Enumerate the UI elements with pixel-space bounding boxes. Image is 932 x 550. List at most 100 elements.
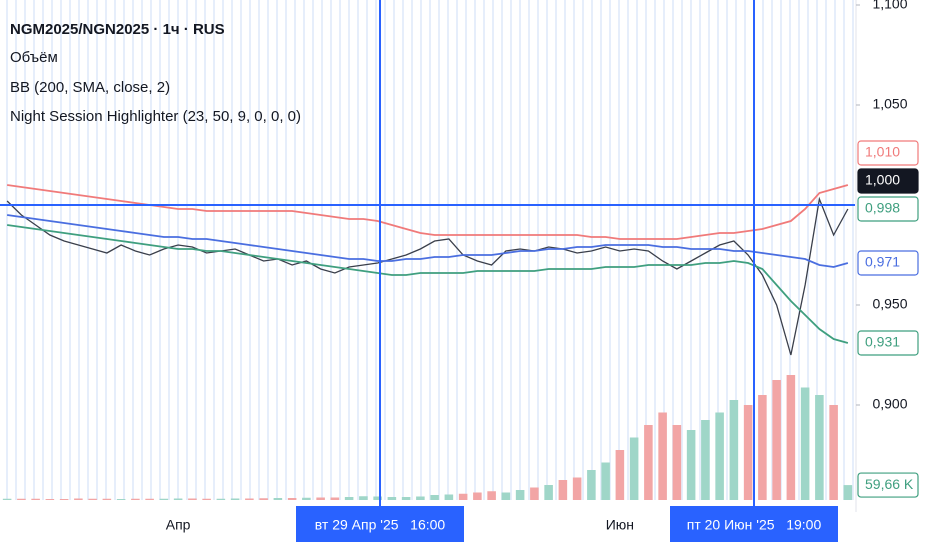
volume-bar bbox=[601, 462, 610, 500]
night-stripe bbox=[402, 0, 404, 500]
volume-bar bbox=[302, 497, 311, 500]
price-tag bbox=[857, 196, 919, 222]
night-stripe bbox=[411, 0, 413, 500]
night-stripe bbox=[735, 0, 737, 500]
night-stripe bbox=[321, 0, 323, 500]
volume-bar bbox=[544, 485, 553, 500]
volume-bar bbox=[2, 498, 12, 500]
volume-bar bbox=[843, 485, 853, 500]
volume-bar bbox=[17, 498, 26, 500]
night-stripe bbox=[69, 0, 71, 500]
night-stripe bbox=[258, 0, 260, 500]
volume-bar bbox=[416, 496, 425, 500]
volume-bar bbox=[829, 405, 838, 500]
volume-bar bbox=[515, 490, 525, 500]
volume-bar bbox=[644, 425, 653, 500]
night-stripe bbox=[15, 0, 17, 500]
price-tag-label: 59,66 K bbox=[865, 476, 914, 492]
crosshair-label-box bbox=[296, 506, 464, 542]
night-stripe bbox=[375, 0, 377, 500]
night-stripe bbox=[267, 0, 269, 500]
night-stripe bbox=[762, 0, 764, 500]
legend-line: Объём bbox=[10, 49, 58, 66]
night-stripe bbox=[798, 0, 800, 500]
night-stripe bbox=[339, 0, 341, 500]
volume-bar bbox=[316, 497, 325, 500]
volume-bar bbox=[259, 498, 268, 500]
volume-bar bbox=[729, 400, 739, 500]
volume-bar bbox=[658, 412, 667, 500]
volume-bar bbox=[686, 430, 696, 500]
night-stripe bbox=[420, 0, 422, 500]
volume-bar bbox=[159, 498, 169, 500]
y-tick-label: 0,900 bbox=[872, 396, 907, 412]
night-stripe bbox=[555, 0, 557, 500]
volume-bar bbox=[74, 498, 83, 500]
volume-bar bbox=[501, 492, 511, 500]
night-stripe bbox=[393, 0, 395, 500]
y-tick-label: 1,050 bbox=[872, 96, 907, 112]
night-stripe bbox=[699, 0, 701, 500]
night-stripe bbox=[366, 0, 368, 500]
legend-line: Night Session Highlighter (23, 50, 9, 0,… bbox=[10, 108, 301, 125]
night-stripe bbox=[150, 0, 152, 500]
volume-bar bbox=[188, 498, 197, 500]
price-tag bbox=[857, 168, 919, 194]
night-stripe bbox=[456, 0, 458, 500]
volume-bar bbox=[587, 470, 596, 500]
crosshair-label-box bbox=[670, 506, 838, 542]
legend-line: BB (200, SMA, close, 2) bbox=[10, 79, 170, 96]
night-stripe bbox=[447, 0, 449, 500]
price-tag bbox=[857, 250, 919, 276]
series-line bbox=[6, 196, 849, 356]
night-stripe bbox=[600, 0, 602, 500]
night-stripe bbox=[276, 0, 278, 500]
volume-bar bbox=[287, 498, 297, 500]
volume-bar bbox=[116, 499, 126, 500]
night-stripe bbox=[672, 0, 674, 500]
night-stripe bbox=[249, 0, 251, 500]
night-stripe bbox=[816, 0, 818, 500]
volume-bar bbox=[31, 498, 40, 500]
night-stripe bbox=[168, 0, 170, 500]
night-stripe bbox=[213, 0, 215, 500]
volume-bar bbox=[715, 412, 724, 500]
volume-bar bbox=[245, 498, 254, 500]
night-stripe bbox=[744, 0, 746, 500]
night-stripe bbox=[582, 0, 584, 500]
night-stripe bbox=[789, 0, 791, 500]
night-stripe bbox=[348, 0, 350, 500]
night-stripe bbox=[222, 0, 224, 500]
volume-bar bbox=[373, 496, 382, 500]
night-stripe bbox=[42, 0, 44, 500]
volume-bar bbox=[59, 499, 69, 500]
night-stripe bbox=[663, 0, 665, 500]
volume-bar bbox=[800, 387, 810, 500]
price-tag bbox=[857, 330, 919, 356]
night-stripe bbox=[690, 0, 692, 500]
volume-bar bbox=[216, 498, 226, 500]
volume-bar bbox=[458, 493, 468, 500]
night-stripe bbox=[519, 0, 521, 500]
volume-bar bbox=[330, 497, 340, 500]
price-tag-label: 0,971 bbox=[865, 254, 900, 270]
volume-bar bbox=[758, 395, 767, 500]
volume-bar bbox=[743, 405, 753, 500]
volume-bar bbox=[558, 480, 568, 500]
volume-bar bbox=[772, 380, 781, 500]
night-stripe bbox=[114, 0, 116, 500]
y-tick-label: 0,950 bbox=[872, 296, 907, 312]
night-stripe bbox=[357, 0, 359, 500]
night-stripe bbox=[825, 0, 827, 500]
night-stripe bbox=[123, 0, 125, 500]
volume-bar bbox=[230, 498, 240, 500]
night-stripe bbox=[618, 0, 620, 500]
y-tick-label: 1,100 bbox=[872, 0, 907, 12]
night-stripe bbox=[186, 0, 188, 500]
night-stripe bbox=[654, 0, 656, 500]
night-stripe bbox=[717, 0, 719, 500]
price-tag-label: 0,998 bbox=[865, 200, 900, 216]
night-stripe bbox=[708, 0, 710, 500]
